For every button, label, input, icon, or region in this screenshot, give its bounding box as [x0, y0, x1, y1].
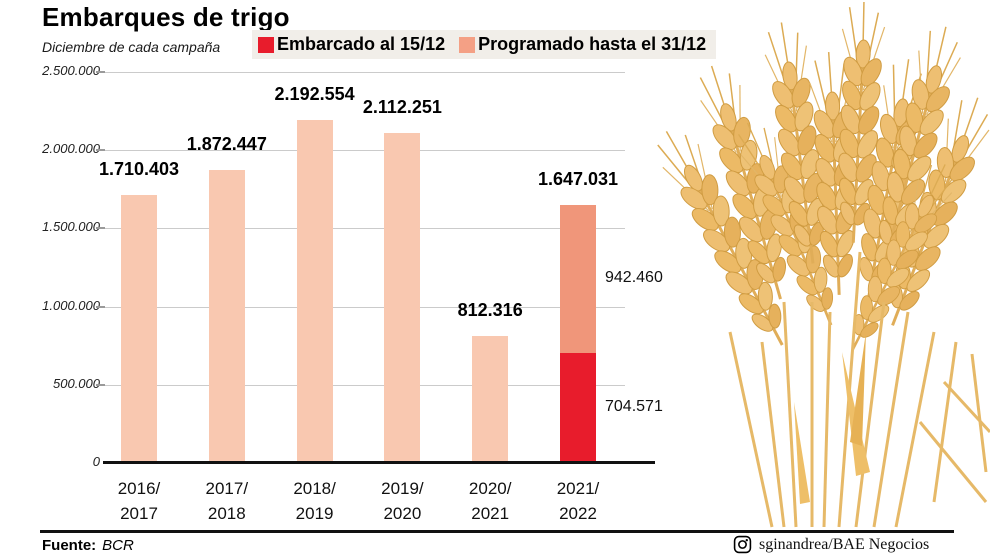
bar-programado: [384, 132, 421, 463]
y-axis-tickmark: [96, 305, 105, 308]
bar-segment-label: 942.460: [605, 269, 663, 287]
wheat-photo: [646, 2, 990, 528]
source-note: Fuente: BCR: [42, 537, 134, 554]
legend-swatch-programado-icon: [459, 36, 476, 53]
bar-total-label: 1.710.403: [98, 159, 180, 180]
x-axis-category-label: 2019/ 2020: [381, 479, 424, 523]
y-axis-tick-label: 500.000: [53, 375, 100, 391]
gridline: [105, 150, 625, 152]
credit-text: sginandrea/BAE Negocios: [759, 535, 930, 553]
bar-programado: [472, 335, 509, 463]
x-axis-category-label: 2017/ 2018: [205, 479, 249, 523]
legend-item-programado: Programado hasta el 31/12: [459, 34, 706, 55]
y-axis-tick-label: 2.000.000: [42, 141, 100, 157]
y-axis-tickmark: [96, 71, 105, 73]
bar-total-label: 1.647.031: [537, 169, 619, 190]
bar-total-label: 812.316: [457, 299, 523, 320]
gridline: [105, 384, 625, 386]
x-axis-category-label: 2018/ 2019: [293, 479, 336, 523]
bar-programado: [296, 120, 333, 463]
bar-programado: [121, 195, 157, 463]
page-title: Embarques de trigo: [42, 2, 290, 32]
y-axis-tick-label: 2.500.000: [42, 63, 100, 78]
instagram-icon: [733, 535, 752, 554]
x-axis-category-label: 2021/ 2022: [556, 479, 600, 523]
gridline: [105, 228, 625, 230]
footer-divider: [40, 530, 954, 533]
y-axis-tick-label: 1.500.000: [42, 219, 100, 235]
bar-total-label: 1.872.447: [186, 134, 267, 155]
source-label: Fuente:: [42, 537, 97, 554]
legend-item-embarcado: Embarcado al 15/12: [258, 34, 445, 55]
legend-label-programado: Programado hasta el 31/12: [478, 34, 707, 54]
y-axis-tickmark: [96, 149, 105, 152]
y-axis-tick-label: 1.000.000: [42, 297, 100, 313]
source-name: BCR: [102, 537, 134, 554]
y-axis-tickmark: [96, 227, 105, 230]
bar-programado: [208, 170, 245, 463]
gridline: [105, 306, 625, 308]
x-axis-line: [103, 461, 655, 464]
gridline: [105, 72, 625, 73]
y-axis-tickmark: [96, 383, 105, 386]
bar-segment-label: 704.571: [605, 397, 663, 415]
bar-programado: [560, 205, 596, 353]
bar-embarcado: [560, 352, 596, 463]
x-axis-category-label: 2020/ 2021: [468, 479, 512, 523]
bar-total-label: 2.192.554: [274, 84, 355, 105]
chart-subtitle: Diciembre de cada campaña: [42, 39, 221, 55]
x-axis-category-label: 2016/ 2017: [117, 479, 161, 523]
y-axis-tick-label: 0: [92, 454, 100, 469]
legend-swatch-embarcado-icon: [258, 36, 274, 53]
credit-note: sginandrea/BAE Negocios: [733, 535, 929, 554]
legend-label-embarcado: Embarcado al 15/12: [277, 34, 446, 54]
chart-legend: Embarcado al 15/12 Programado hasta el 3…: [252, 30, 717, 59]
bar-total-label: 2.112.251: [362, 96, 442, 117]
